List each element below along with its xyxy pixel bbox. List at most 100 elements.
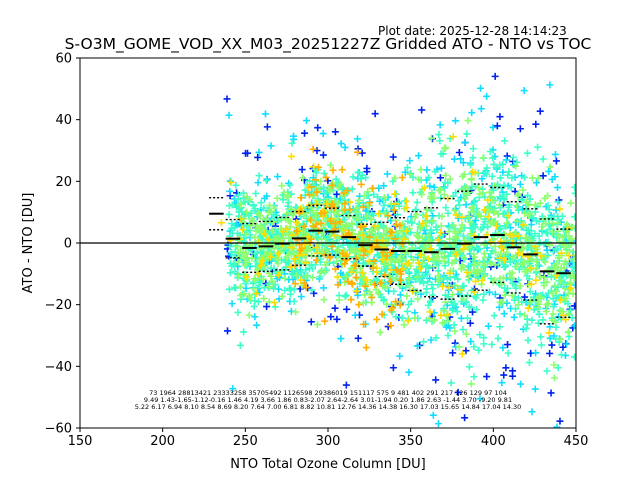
scatter-point-1970	[513, 202, 521, 210]
scatter-point-1011	[488, 172, 496, 180]
scatter-point-2576	[359, 269, 367, 277]
scatter-point-2070	[356, 253, 364, 261]
scatter-point-1728	[512, 162, 520, 170]
scatter-point-315	[354, 291, 362, 299]
scatter-point-2171	[260, 295, 268, 303]
scatter-point-2700	[309, 145, 317, 153]
scatter-point-1683	[519, 186, 527, 194]
scatter-point-2176	[355, 197, 363, 205]
scatter-point-2574	[519, 221, 527, 229]
scatter-point-1034	[498, 193, 506, 201]
scatter-point-2643	[378, 310, 386, 318]
scatter-point-1283	[455, 201, 463, 209]
scatter-point-2232	[557, 264, 565, 272]
scatter-point-313	[506, 224, 514, 232]
scatter-point-2484	[258, 257, 266, 265]
scatter-point-2692	[291, 262, 299, 270]
scatter-point-2094	[283, 194, 291, 202]
scatter-point-1990	[237, 200, 245, 208]
y-tick-label-3: 0	[64, 237, 72, 252]
scatter-point-1964	[536, 273, 544, 281]
scatter-point-1308	[228, 201, 236, 209]
scatter-point-2613	[373, 315, 381, 323]
scatter-point-339	[401, 168, 409, 176]
scatter-point-2371	[557, 277, 565, 285]
scatter-point-2033	[461, 195, 469, 203]
scatter-point-1231	[504, 349, 512, 357]
scatter-point-1448	[236, 341, 244, 349]
scatter-point-44	[461, 414, 469, 422]
scatter-point-1472	[514, 206, 522, 214]
scatter-point-758	[513, 158, 521, 166]
scatter-point-1342	[270, 212, 278, 220]
scatter-point-2389	[565, 328, 573, 336]
scatter-point-1656	[508, 174, 516, 182]
scatter-point-2556	[444, 311, 452, 319]
scatter-point-461	[484, 322, 492, 330]
scatter-point-2579	[459, 245, 467, 253]
scatter-point-1144	[380, 201, 388, 209]
scatter-point-2701	[384, 212, 392, 220]
scatter-point-2547	[559, 311, 567, 319]
scatter-point-2461	[439, 283, 447, 290]
scatter-point-822	[505, 168, 513, 176]
scatter-point-2284	[448, 259, 456, 267]
scatter-point-2424	[564, 289, 572, 297]
scatter-point-2378	[341, 279, 349, 287]
scatter-point-2400	[278, 182, 286, 190]
scatter-point-2365	[274, 235, 282, 243]
scatter-point-149	[516, 125, 524, 133]
scatter-point-1696	[409, 256, 417, 264]
scatter-point-1414	[286, 284, 294, 292]
scatter-point-2647	[387, 322, 395, 330]
scatter-point-2280	[451, 227, 459, 235]
scatter-point-2577	[286, 263, 294, 271]
scatter-point-1799	[233, 243, 241, 251]
scatter-point-1044	[426, 227, 434, 235]
scatter-point-2627	[307, 216, 315, 224]
scatter-point-1640	[286, 290, 294, 298]
scatter-point-2278	[367, 215, 375, 223]
scatter-point-1016	[412, 206, 420, 214]
scatter-point-1567	[461, 215, 469, 223]
scatter-point-1136	[549, 303, 557, 311]
scatter-point-520	[427, 336, 435, 344]
scatter-point-2597	[297, 194, 305, 202]
scatter-point-4	[500, 371, 508, 379]
scatter-point-2433	[290, 255, 298, 263]
scatter-point-1156	[403, 307, 411, 315]
scatter-point-2495	[537, 252, 545, 260]
scatter-point-1994	[317, 177, 325, 185]
scatter-point-2553	[515, 232, 523, 240]
scatter-point-2471	[445, 283, 453, 291]
scatter-point-1408	[524, 336, 532, 344]
scatter-point-2707	[306, 238, 314, 246]
scatter-point-2440	[341, 226, 349, 234]
scatter-point-2152	[277, 216, 285, 224]
scatter-point-1022	[524, 192, 532, 200]
scatter-point-1561	[504, 171, 512, 179]
scatter-point-2404	[470, 250, 478, 258]
scatter-point-2148	[438, 212, 446, 220]
scatter-point-2066	[446, 175, 454, 183]
scatter-point-2449	[446, 269, 454, 277]
scatter-point-1293	[571, 183, 576, 191]
scatter-point-2584	[493, 222, 501, 230]
scatter-point-2639	[362, 344, 370, 352]
scatter-point-1558	[241, 280, 249, 288]
scatter-point-1316	[427, 297, 435, 305]
scatter-point-1074	[453, 308, 461, 316]
scatter-point-1508	[406, 274, 414, 282]
scatter-point-1	[571, 302, 576, 310]
scatter-point-756	[496, 323, 504, 331]
scatter-point-1743	[280, 189, 288, 197]
scatter-point-2453	[501, 256, 509, 264]
scatter-point-2380	[273, 194, 281, 202]
scatter-point-989	[231, 268, 239, 276]
scatter-point-2563	[422, 212, 430, 220]
scatter-point-2479	[567, 284, 575, 292]
scatter-point-2071	[548, 219, 556, 227]
scatter-point-2225	[394, 256, 402, 264]
scatter-point-2230	[451, 282, 459, 290]
scatter-point-2592	[361, 282, 369, 290]
